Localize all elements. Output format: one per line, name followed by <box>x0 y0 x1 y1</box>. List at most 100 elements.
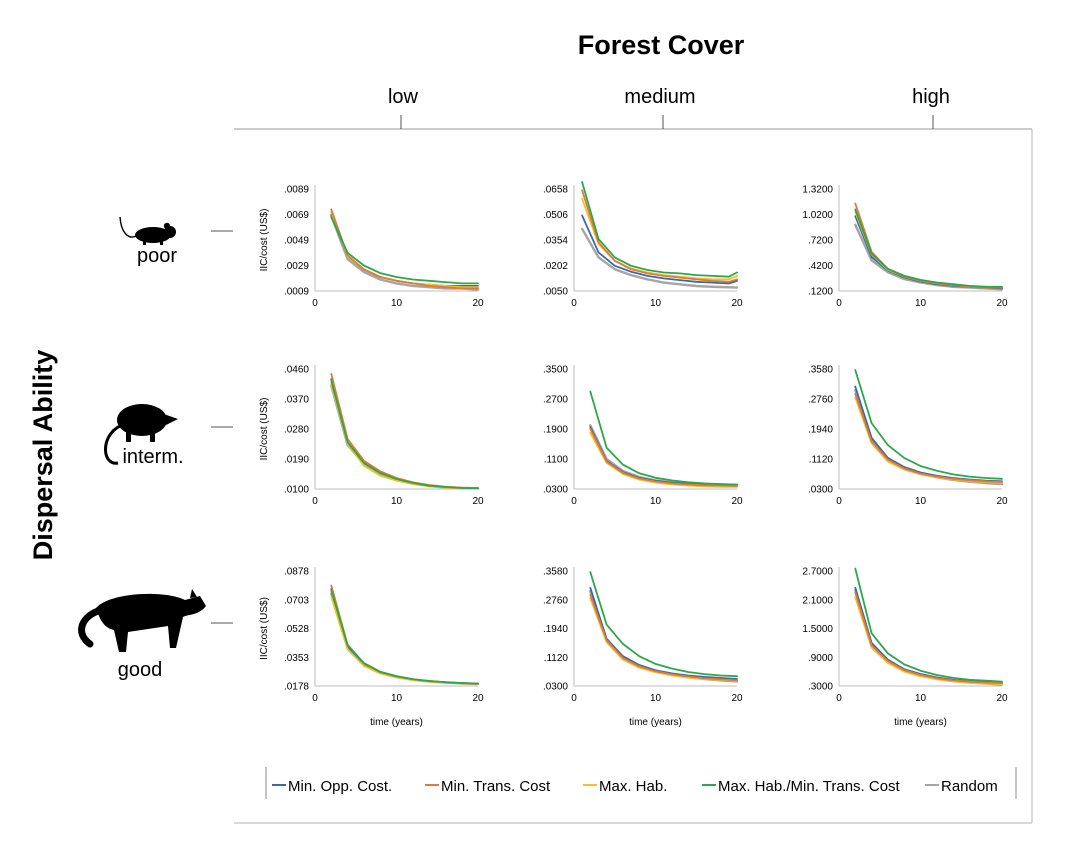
series-line-min-opp-cost <box>330 213 479 287</box>
y-axis-label: IIC/cost (US$) <box>259 597 270 660</box>
series-line-min-trans-cost <box>589 593 738 682</box>
legend-label: Min. Opp. Cost. <box>288 778 392 795</box>
x-axis-label: time (years) <box>370 717 423 728</box>
series-line-max-hab <box>854 396 1003 484</box>
y-tick-label: .1200 <box>808 287 833 298</box>
chart-panel-poor-medium: .0050 .0202 .0354 .0506 .0658 0 10 20 <box>543 181 743 309</box>
x-tick-label: 0 <box>836 693 842 704</box>
y-tick-label: .1940 <box>543 624 568 635</box>
y-tick-label: 1.5000 <box>802 624 833 635</box>
chart-panel-good-medium: .0300 .1120 .1940 .2760 .3580 0 10 20 time (year… <box>543 567 743 729</box>
y-tick-label: .3580 <box>808 365 833 376</box>
y-axis-label: IIC/cost (US$) <box>259 209 270 272</box>
x-tick-label: 0 <box>312 298 318 309</box>
legend-label: Min. Trans. Cost <box>441 778 551 795</box>
series-line-min-trans-cost <box>854 591 1003 684</box>
y-tick-label: .2760 <box>543 595 568 606</box>
y-tick-label: .0370 <box>284 395 309 406</box>
series-line-max-hab <box>581 197 738 281</box>
series-line-max-hab-min-trans-cost <box>854 208 1003 288</box>
chart-panel-good-high: .3000 .9000 1.5000 2.1000 2.7000 0 10 20 time (y… <box>802 567 1008 729</box>
chart-panel-interm-medium: .0300 .1100 .1900 .2700 .3500 0 10 20 <box>543 365 743 508</box>
x-tick-label: 20 <box>996 298 1008 309</box>
x-axis-label: time (years) <box>629 717 682 728</box>
series-line-min-opp-cost <box>854 215 1003 290</box>
x-tick-label: 20 <box>731 496 743 507</box>
y-tick-label: .0029 <box>284 261 309 272</box>
series-line-max-hab-min-trans-cost <box>330 379 479 490</box>
series-line-max-hab-min-trans-cost <box>330 216 479 285</box>
column-label-medium: medium <box>624 86 695 108</box>
series-line-max-hab-min-trans-cost <box>854 567 1003 683</box>
column-label-high: high <box>912 86 950 108</box>
x-tick-label: 10 <box>915 298 927 309</box>
y-tick-label: .0300 <box>543 682 568 693</box>
series-line-max-hab <box>854 596 1003 685</box>
x-tick-label: 20 <box>996 496 1008 507</box>
legend-label: Max. Hab./Min. Trans. Cost <box>718 778 901 795</box>
x-tick-label: 10 <box>650 693 662 704</box>
column-header: low medium high <box>234 86 1032 130</box>
y-tick-label: .0353 <box>284 653 309 664</box>
x-tick-label: 10 <box>915 693 927 704</box>
y-tick-label: .2760 <box>808 395 833 406</box>
series-line-random <box>330 384 480 490</box>
x-tick-label: 20 <box>731 298 743 309</box>
y-tick-label: .1940 <box>808 425 833 436</box>
series-line-min-trans-cost <box>330 373 479 489</box>
chart-panel-good-low: .0178 .0353 .0528 .0703 .0878 0 10 20 IIC/cost (… <box>259 567 484 729</box>
row-label-interm: interm. <box>122 446 183 468</box>
series-line-random <box>854 389 1004 486</box>
series-line-random <box>330 592 480 686</box>
y-tick-label: .3580 <box>543 567 568 578</box>
series-line-random <box>589 590 739 683</box>
series-line-min-trans-cost <box>330 208 479 290</box>
series-line-max-hab-min-trans-cost <box>589 571 738 678</box>
x-tick-label: 20 <box>472 496 484 507</box>
series-line-max-hab-min-trans-cost <box>581 181 738 278</box>
y-tick-label: .0506 <box>543 210 568 221</box>
x-tick-label: 0 <box>571 298 577 309</box>
x-tick-label: 0 <box>312 496 318 507</box>
x-tick-label: 0 <box>571 693 577 704</box>
y-tick-label: .0280 <box>284 425 309 436</box>
y-tick-label: .0354 <box>543 236 568 247</box>
y-tick-label: .3500 <box>543 365 568 376</box>
series-line-max-hab <box>330 383 479 490</box>
y-axis-label: IIC/cost (US$) <box>259 398 270 461</box>
y-tick-label: .3000 <box>808 682 833 693</box>
series-line-min-opp-cost <box>854 385 1003 483</box>
y-tick-label: .0703 <box>284 595 309 606</box>
y-tick-label: .0178 <box>284 682 309 693</box>
y-tick-label: .0100 <box>284 485 309 496</box>
series-line-min-opp-cost <box>854 586 1003 684</box>
x-tick-label: 0 <box>571 496 577 507</box>
y-tick-label: .4200 <box>808 261 833 272</box>
row-label-good: good <box>118 659 163 681</box>
y-tick-label: .0300 <box>808 485 833 496</box>
y-tick-label: 2.7000 <box>802 567 833 578</box>
mouse-silhouette-icon <box>119 216 176 245</box>
y-tick-label: .0460 <box>284 365 309 376</box>
y-tick-label: .1900 <box>543 425 568 436</box>
series-line-min-trans-cost <box>581 189 738 283</box>
opossum-silhouette-icon <box>104 404 178 465</box>
y-tick-label: .0089 <box>284 185 309 196</box>
y-tick-label: .2700 <box>543 395 568 406</box>
column-label-low: low <box>388 86 419 108</box>
legend: Min. Opp. Cost. Min. Trans. Cost Max. Hab.… <box>265 767 1017 799</box>
x-tick-label: 20 <box>472 298 484 309</box>
cat-silhouette-icon <box>78 589 206 652</box>
x-tick-label: 10 <box>391 496 403 507</box>
x-tick-label: 20 <box>996 693 1008 704</box>
y-tick-label: .0069 <box>284 210 309 221</box>
series-line-min-trans-cost <box>854 202 1003 289</box>
series-line-min-opp-cost <box>330 378 479 490</box>
series-line-max-hab <box>589 597 738 682</box>
y-tick-label: .0190 <box>284 455 309 466</box>
y-tick-label: .1120 <box>544 653 569 664</box>
series-line-max-hab <box>330 596 479 685</box>
x-axis-label: time (years) <box>894 717 947 728</box>
x-tick-label: 0 <box>836 298 842 309</box>
